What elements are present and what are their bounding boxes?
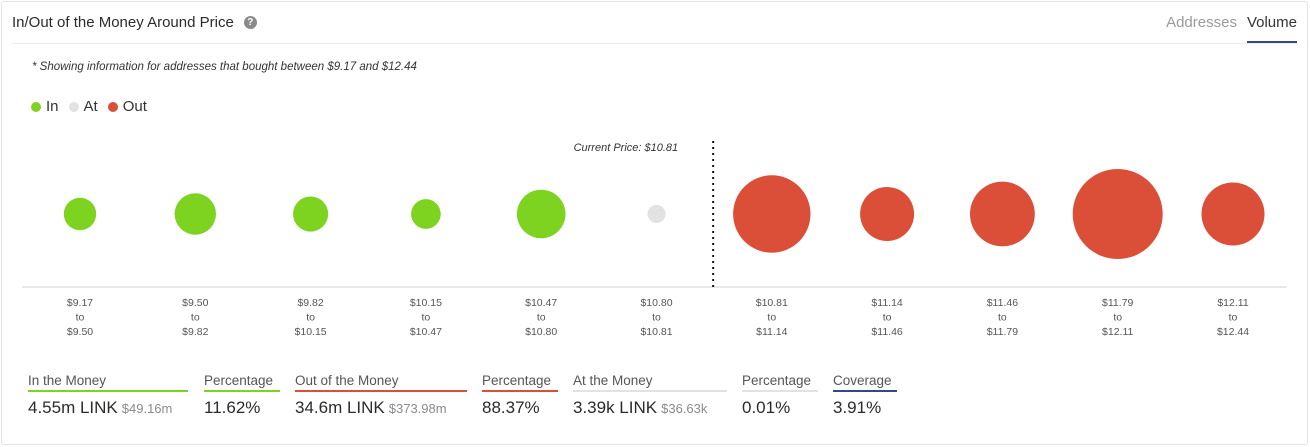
tick-label-price: $12.11 bbox=[1217, 297, 1248, 309]
tick-label-to: to bbox=[652, 312, 661, 324]
stat-out-of-the-money: Out of the Money 34.6m LINK $373.98m bbox=[295, 373, 467, 418]
tick-label-price: $9.82 bbox=[297, 297, 323, 309]
legend-label-at: At bbox=[83, 98, 98, 115]
stat-coverage-label: Coverage bbox=[833, 373, 897, 392]
out-money-usd: $373.98m bbox=[388, 401, 447, 416]
tick-label-to: to bbox=[537, 312, 546, 324]
stat-out-percentage: Percentage 88.37% bbox=[482, 373, 558, 418]
bubble-out[interactable] bbox=[733, 175, 811, 253]
range-note: * Showing information for addresses that… bbox=[32, 61, 417, 73]
bubble-in[interactable] bbox=[63, 197, 97, 231]
tick-label-to: to bbox=[883, 312, 892, 324]
current-price-label: Current Price: $10.81 bbox=[574, 142, 679, 154]
stat-at-percentage-label: Percentage bbox=[742, 373, 818, 392]
tick-label-price: $10.81 bbox=[640, 326, 672, 338]
tick-label-price: $12.11 bbox=[1102, 326, 1133, 338]
stat-at-the-money-label: At the Money bbox=[573, 373, 727, 392]
tick-label-to: to bbox=[998, 312, 1007, 324]
tick-label-price: $11.79 bbox=[987, 326, 1018, 338]
stat-out-percentage-label: Percentage bbox=[482, 373, 558, 392]
tick-label-price: $11.46 bbox=[987, 297, 1018, 309]
bubble-out[interactable] bbox=[1072, 169, 1163, 259]
tick-label-price: $9.82 bbox=[182, 326, 208, 338]
stat-at-the-money: At the Money 3.39k LINK $36.63k bbox=[573, 373, 727, 418]
tick-label-price: $10.15 bbox=[295, 326, 327, 338]
stat-in-percentage-label: Percentage bbox=[204, 373, 280, 392]
tab-volume[interactable]: Volume bbox=[1246, 14, 1297, 43]
page-title: In/Out of the Money Around Price bbox=[12, 14, 234, 31]
tick-label-price: $9.17 bbox=[67, 297, 93, 309]
question-circle-icon[interactable]: ? bbox=[243, 16, 257, 29]
out-money-amount: 34.6m LINK bbox=[295, 398, 385, 417]
tick-label-to: to bbox=[1113, 312, 1122, 324]
tick-label-to: to bbox=[306, 312, 315, 324]
tick-label-price: $10.80 bbox=[525, 326, 557, 338]
legend-dot-at-icon bbox=[68, 101, 79, 112]
in-money-usd: $49.16m bbox=[121, 401, 173, 416]
bubble-out[interactable] bbox=[970, 181, 1035, 247]
header-divider bbox=[12, 43, 1297, 44]
tab-addresses[interactable]: Addresses bbox=[1166, 14, 1237, 31]
tick-label-price: $11.46 bbox=[871, 326, 902, 338]
bubble-in[interactable] bbox=[516, 189, 566, 239]
tick-label-to: to bbox=[76, 312, 85, 324]
tick-label-price: $11.14 bbox=[756, 326, 787, 338]
tick-label-price: $9.50 bbox=[182, 297, 208, 309]
stat-in-percentage-value: 11.62% bbox=[204, 398, 261, 417]
stat-in-the-money: In the Money 4.55m LINK $49.16m bbox=[28, 373, 188, 418]
tick-label-price: $11.14 bbox=[871, 297, 902, 309]
legend-dot-out-icon bbox=[107, 101, 118, 112]
tick-label-price: $10.81 bbox=[756, 297, 788, 309]
stat-coverage: Coverage 3.91% bbox=[833, 373, 897, 418]
view-tabs: Addresses Volume bbox=[1156, 14, 1297, 43]
tick-label-to: to bbox=[422, 312, 431, 324]
tick-label-price: $10.47 bbox=[410, 326, 442, 338]
tick-label-price: $10.15 bbox=[410, 297, 442, 309]
tick-label-to: to bbox=[767, 312, 776, 324]
stat-at-percentage-value: 0.01% bbox=[742, 398, 791, 417]
at-money-amount: 3.39k LINK bbox=[573, 398, 658, 417]
tick-label-price: $10.47 bbox=[525, 297, 557, 309]
legend-label-out: Out bbox=[122, 98, 147, 115]
legend-label-in: In bbox=[46, 98, 59, 115]
tick-label-to: to bbox=[191, 312, 200, 324]
stat-at-percentage: Percentage 0.01% bbox=[742, 373, 818, 418]
legend-item-out[interactable]: Out bbox=[107, 98, 147, 115]
bubble-in[interactable] bbox=[293, 196, 329, 232]
at-money-usd: $36.63k bbox=[661, 401, 708, 416]
stat-out-of-the-money-value: 34.6m LINK $373.98m bbox=[295, 398, 467, 418]
bubble-in[interactable] bbox=[174, 193, 216, 235]
legend-item-in[interactable]: In bbox=[31, 98, 59, 115]
stat-coverage-value: 3.91% bbox=[833, 398, 882, 417]
tick-label-to: to bbox=[1229, 312, 1238, 324]
stat-out-of-the-money-label: Out of the Money bbox=[295, 373, 467, 392]
in-money-amount: 4.55m LINK bbox=[28, 398, 118, 417]
bubble-at[interactable] bbox=[647, 205, 666, 223]
legend-dot-in-icon bbox=[31, 101, 41, 112]
tick-label-price: $11.79 bbox=[1102, 297, 1133, 309]
legend: In At Out bbox=[31, 98, 147, 115]
chart-title-row: In/Out of the Money Around Price ? bbox=[12, 14, 257, 31]
stat-in-the-money-value: 4.55m LINK $49.16m bbox=[28, 398, 188, 418]
bubble-out[interactable] bbox=[1201, 182, 1265, 246]
bubble-in[interactable] bbox=[411, 199, 441, 229]
stat-at-the-money-value: 3.39k LINK $36.63k bbox=[573, 398, 727, 418]
legend-item-at[interactable]: At bbox=[68, 98, 98, 115]
stat-in-percentage: Percentage 11.62% bbox=[204, 373, 280, 418]
stat-in-the-money-label: In the Money bbox=[28, 373, 188, 392]
tick-label-price: $10.80 bbox=[640, 297, 672, 309]
tick-label-price: $9.50 bbox=[67, 326, 93, 338]
bubble-chart: $9.17 to $9.50 $9.50 to $9.82 $9.82 to $10.15 $10… bbox=[22, 141, 1287, 338]
stat-out-percentage-value: 88.37% bbox=[482, 398, 540, 417]
bubble-out[interactable] bbox=[860, 187, 915, 241]
tick-label-price: $12.44 bbox=[1217, 326, 1249, 338]
